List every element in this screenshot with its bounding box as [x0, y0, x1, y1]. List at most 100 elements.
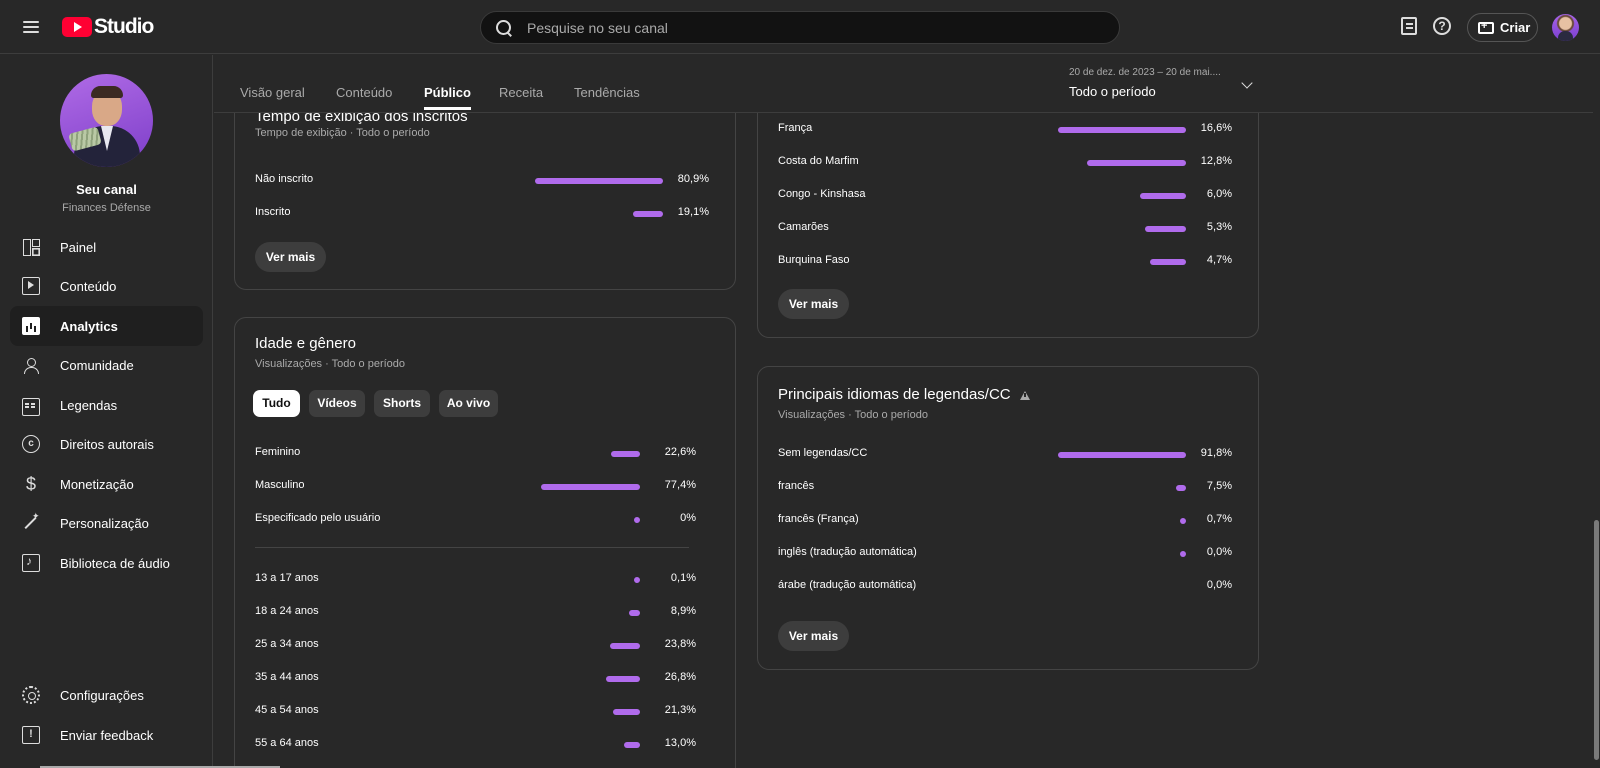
- search-icon[interactable]: [495, 19, 513, 37]
- see-more-button[interactable]: Ver mais: [778, 289, 849, 319]
- sidebar-item-label: Monetização: [60, 476, 134, 492]
- row-percentage: 4,7%: [1206, 254, 1232, 266]
- create-video-icon: [1478, 20, 1494, 34]
- sidebar-item-analytics[interactable]: Analytics: [10, 306, 203, 346]
- customization-icon: [22, 511, 40, 532]
- studio-logo[interactable]: Studio: [62, 15, 154, 39]
- filter-chip-videos[interactable]: Vídeos: [309, 390, 365, 417]
- row-percentage: 0%: [680, 512, 696, 524]
- sidebar-item-subtitles[interactable]: Legendas: [10, 385, 203, 425]
- row-percentage: 5,3%: [1206, 221, 1232, 233]
- row-percentage: 13,0%: [664, 737, 696, 749]
- card-title: Idade e gênero: [255, 335, 356, 352]
- card-subtitle: Visualizações · Todo o período: [255, 358, 406, 370]
- tab-audience[interactable]: Público: [424, 85, 471, 110]
- row-percentage: 0,0%: [1206, 546, 1232, 558]
- row-bar: [623, 742, 640, 748]
- tab-trends[interactable]: Tendências: [574, 85, 640, 100]
- sidebar-item-monetization[interactable]: $ Monetização: [10, 464, 203, 504]
- date-range-period: Todo o período: [1069, 84, 1156, 99]
- sidebar-item-label: Conteúdo: [60, 278, 117, 294]
- row-label: Burquina Faso: [778, 254, 850, 266]
- create-label: Criar: [1500, 20, 1531, 35]
- channel-avatar[interactable]: [60, 74, 153, 167]
- account-avatar[interactable]: [1552, 14, 1579, 41]
- subscriber-watch-time-card: Tempo de exibição dos inscritos Tempo de…: [234, 113, 736, 290]
- row-bar-dot: [634, 517, 640, 523]
- top-geographies-card: França 16,6% Costa do Marfim 12,8% Congo - K…: [757, 113, 1259, 338]
- row-percentage: 77,4%: [664, 479, 696, 491]
- search-input[interactable]: [527, 19, 1087, 36]
- sidebar-item-label: Direitos autorais: [60, 436, 154, 452]
- row-label: francês: [778, 480, 815, 492]
- row-label: 18 a 24 anos: [255, 605, 319, 617]
- analytics-icon: [22, 317, 40, 335]
- row-bar: [628, 610, 640, 616]
- card-subtitle: Visualizações · Todo o período: [778, 409, 929, 421]
- logo-text: Studio: [94, 15, 154, 38]
- card-subtitle: Tempo de exibição · Todo o período: [255, 127, 430, 139]
- analytics-tabs: Visão geral Conteúdo Público Receita Ten…: [214, 55, 1593, 113]
- row-label: França: [778, 122, 813, 134]
- sidebar: Seu canal Finances Défense Painel Conteú…: [0, 55, 213, 768]
- date-range-picker[interactable]: 20 de dez. de 2023 – 20 de mai.... Todo …: [1069, 67, 1259, 99]
- sidebar-item-content[interactable]: Conteúdo: [10, 266, 203, 306]
- card-title: Principais idiomas de legendas/CC: [778, 386, 1011, 403]
- sidebar-item-label: Personalização: [60, 515, 149, 531]
- tab-content[interactable]: Conteúdo: [336, 85, 393, 100]
- age-gender-card: Idade e gênero Visualizações · Todo o pe…: [234, 317, 736, 768]
- sidebar-item-dashboard[interactable]: Painel: [10, 227, 203, 267]
- search-bar: [480, 11, 1120, 44]
- progress-line: [40, 766, 280, 768]
- tab-overview[interactable]: Visão geral: [240, 85, 305, 100]
- row-bar: [609, 643, 640, 649]
- row-label: Sem legendas/CC: [778, 447, 868, 459]
- row-percentage: 19,1%: [677, 206, 709, 218]
- sidebar-item-label: Analytics: [60, 318, 118, 334]
- row-bar: [1087, 160, 1186, 166]
- menu-icon[interactable]: [20, 16, 44, 38]
- row-percentage: 8,9%: [670, 605, 696, 617]
- community-icon: [22, 356, 40, 374]
- row-label: 55 a 64 anos: [255, 737, 319, 749]
- row-label: Camarões: [778, 221, 829, 233]
- sidebar-item-community[interactable]: Comunidade: [10, 345, 203, 385]
- card-title: Tempo de exibição dos inscritos: [255, 113, 468, 125]
- row-label: 25 a 34 anos: [255, 638, 319, 650]
- sidebar-item-audio-library[interactable]: Biblioteca de áudio: [10, 543, 203, 583]
- sidebar-item-label: Enviar feedback: [60, 727, 154, 743]
- sidebar-item-customization[interactable]: Personalização: [10, 503, 203, 543]
- scrollbar[interactable]: [1593, 55, 1600, 768]
- see-more-button[interactable]: Ver mais: [778, 621, 849, 651]
- scrollbar-thumb[interactable]: [1594, 520, 1599, 760]
- row-label: francês (França): [778, 513, 859, 525]
- row-label: Especificado pelo usuário: [255, 512, 381, 524]
- filter-chip-shorts[interactable]: Shorts: [374, 390, 430, 417]
- messages-icon[interactable]: [1401, 17, 1417, 35]
- sidebar-item-feedback[interactable]: ! Enviar feedback: [10, 715, 203, 755]
- row-percentage: 0,7%: [1206, 513, 1232, 525]
- warning-icon[interactable]: [1020, 391, 1030, 400]
- create-button[interactable]: Criar: [1467, 13, 1538, 42]
- channel-handle: Finances Défense: [62, 202, 151, 214]
- sidebar-item-label: Configurações: [60, 687, 144, 703]
- row-label: Masculino: [255, 479, 305, 491]
- see-more-button[interactable]: Ver mais: [255, 242, 326, 272]
- help-icon[interactable]: ?: [1433, 17, 1451, 35]
- row-bar-dot: [1180, 551, 1186, 557]
- row-label: 45 a 54 anos: [255, 704, 319, 716]
- content-icon: [22, 277, 40, 295]
- row-label: Costa do Marfim: [778, 155, 859, 167]
- row-bar: [1175, 485, 1186, 491]
- filter-chip-live[interactable]: Ao vivo: [439, 390, 498, 417]
- sidebar-item-settings[interactable]: Configurações: [10, 675, 203, 715]
- tab-revenue[interactable]: Receita: [499, 85, 544, 100]
- subtitles-icon: [22, 398, 40, 416]
- row-bar: [1145, 226, 1186, 232]
- row-bar: [632, 211, 663, 217]
- section-divider: [255, 547, 689, 548]
- top-bar: Studio ? Criar: [0, 0, 1600, 54]
- row-percentage: 22,6%: [664, 446, 696, 458]
- filter-chip-all[interactable]: Tudo: [253, 390, 300, 417]
- sidebar-item-copyright[interactable]: c Direitos autorais: [10, 424, 203, 464]
